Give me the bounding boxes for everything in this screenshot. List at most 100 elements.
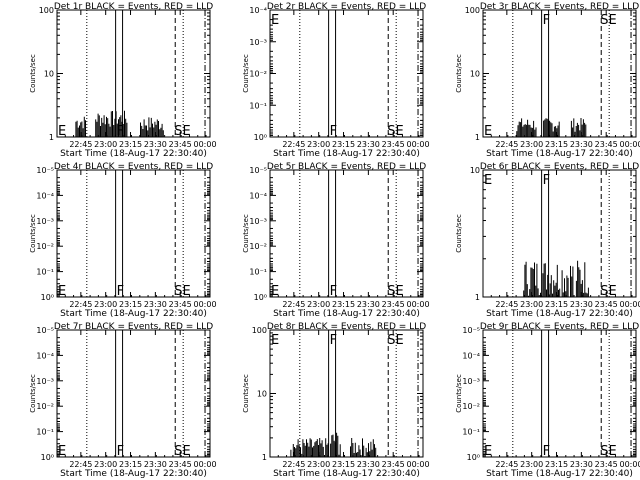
y-tick-label: 10⁰ (467, 453, 480, 462)
y-tick-label: 10⁻¹ (249, 101, 267, 110)
marker-f: F (330, 333, 337, 348)
y-tick-label: 10⁻² (462, 402, 480, 411)
x-tick-label: 22:45 (69, 140, 92, 149)
x-tick-label: 22:45 (495, 300, 518, 309)
y-tick-label: 10⁻⁵ (462, 326, 480, 335)
x-tick-label: 23:15 (545, 460, 568, 469)
y-tick-label: 1 (49, 133, 54, 142)
x-tick-label: 23:45 (382, 140, 405, 149)
x-tick-label: 22:45 (495, 460, 518, 469)
y-tick-label: 10⁻² (249, 70, 267, 79)
plot-frame (56, 169, 211, 298)
marker-e: E (58, 284, 66, 299)
y-tick-label: 10⁻³ (36, 217, 54, 226)
x-tick-label: 23:15 (119, 460, 142, 469)
x-tick-label: 23:30 (357, 460, 380, 469)
x-tick-label: 00:00 (620, 300, 640, 309)
events-series (523, 260, 589, 297)
y-axis-label: Counts/sec (29, 54, 37, 93)
x-tick-label: 23:00 (94, 140, 117, 149)
x-tick-label: 22:45 (282, 140, 305, 149)
x-tick-label: 23:45 (595, 460, 618, 469)
y-tick-label: 10⁰ (254, 133, 267, 142)
marker-se: SE (174, 124, 190, 139)
y-tick-label: 10⁻⁵ (36, 326, 54, 335)
y-tick-label: 10⁻¹ (36, 268, 54, 277)
events-series (290, 432, 377, 457)
y-tick-label: 10⁻¹ (36, 428, 54, 437)
x-axis-label: Start Time (18-Aug-17 22:30:40) (486, 309, 633, 319)
x-tick-label: 23:30 (570, 140, 593, 149)
x-tick-label: 23:45 (595, 300, 618, 309)
plot-frame (482, 9, 637, 138)
panel-title: Det 5r BLACK = Events, RED = LLD (267, 162, 426, 172)
x-axis-label: Start Time (18-Aug-17 22:30:40) (273, 309, 420, 319)
x-tick-label: 23:45 (382, 460, 405, 469)
marker-e: E (58, 444, 66, 459)
x-tick-label: 23:00 (307, 460, 330, 469)
y-tick-label: 1 (475, 133, 480, 142)
x-tick-label: 23:15 (332, 140, 355, 149)
y-tick-label: 10⁻³ (249, 38, 267, 47)
x-tick-label: 23:30 (357, 140, 380, 149)
y-tick-label: 1 (475, 293, 480, 302)
plot-frame (56, 329, 211, 458)
x-axis-label: Start Time (18-Aug-17 22:30:40) (60, 149, 207, 159)
x-tick-label: 00:00 (620, 140, 640, 149)
marker-e: E (271, 13, 279, 28)
x-tick-label: 23:00 (520, 140, 543, 149)
y-axis-label: Counts/sec (455, 214, 463, 253)
y-tick-label: 1 (262, 453, 267, 462)
panel-title: Det 7r BLACK = Events, RED = LLD (54, 322, 213, 332)
panel-title: Det 1r BLACK = Events, RED = LLD (54, 2, 213, 12)
marker-se: SE (600, 444, 616, 459)
marker-se: SE (174, 284, 190, 299)
plot-frame (482, 329, 637, 458)
marker-se: SE (387, 333, 403, 348)
y-tick-label: 10 (257, 390, 267, 399)
x-tick-label: 23:00 (94, 300, 117, 309)
y-tick-label: 100 (252, 326, 267, 335)
x-axis-label: Start Time (18-Aug-17 22:30:40) (60, 309, 207, 319)
marker-se: SE (600, 13, 616, 28)
marker-f: F (117, 284, 124, 299)
marker-f: F (543, 444, 550, 459)
x-tick-label: 23:30 (570, 460, 593, 469)
y-axis-label: Counts/sec (29, 374, 37, 413)
x-tick-label: 23:15 (119, 140, 142, 149)
x-axis-label: Start Time (18-Aug-17 22:30:40) (60, 469, 207, 479)
marker-se: SE (174, 444, 190, 459)
y-tick-label: 10⁻³ (249, 217, 267, 226)
y-tick-label: 10⁻⁴ (249, 191, 267, 200)
x-tick-label: 00:00 (194, 460, 217, 469)
marker-f: F (543, 13, 550, 28)
y-tick-label: 10⁰ (254, 293, 267, 302)
y-axis-label: Counts/sec (455, 54, 463, 93)
plot-frame (269, 169, 424, 298)
x-tick-label: 23:30 (357, 300, 380, 309)
x-tick-label: 23:15 (119, 300, 142, 309)
panel-title: Det 8r BLACK = Events, RED = LLD (267, 322, 426, 332)
x-tick-label: 23:15 (545, 300, 568, 309)
marker-f: F (117, 444, 124, 459)
marker-e: E (484, 444, 492, 459)
y-tick-label: 10⁻¹ (249, 268, 267, 277)
y-tick-label: 100 (465, 6, 480, 15)
y-tick-label: 10⁻³ (462, 377, 480, 386)
x-tick-label: 00:00 (194, 140, 217, 149)
y-tick-label: 10⁻² (249, 242, 267, 251)
x-tick-label: 00:00 (407, 300, 430, 309)
events-series (516, 118, 587, 137)
plot-frame (56, 9, 211, 138)
x-tick-label: 23:15 (545, 140, 568, 149)
x-axis-label: Start Time (18-Aug-17 22:30:40) (273, 469, 420, 479)
x-tick-label: 23:45 (169, 140, 192, 149)
y-axis-label: Counts/sec (455, 374, 463, 413)
marker-e: E (484, 124, 492, 139)
y-tick-label: 10⁰ (41, 293, 54, 302)
panel-title: Det 4r BLACK = Events, RED = LLD (54, 162, 213, 172)
